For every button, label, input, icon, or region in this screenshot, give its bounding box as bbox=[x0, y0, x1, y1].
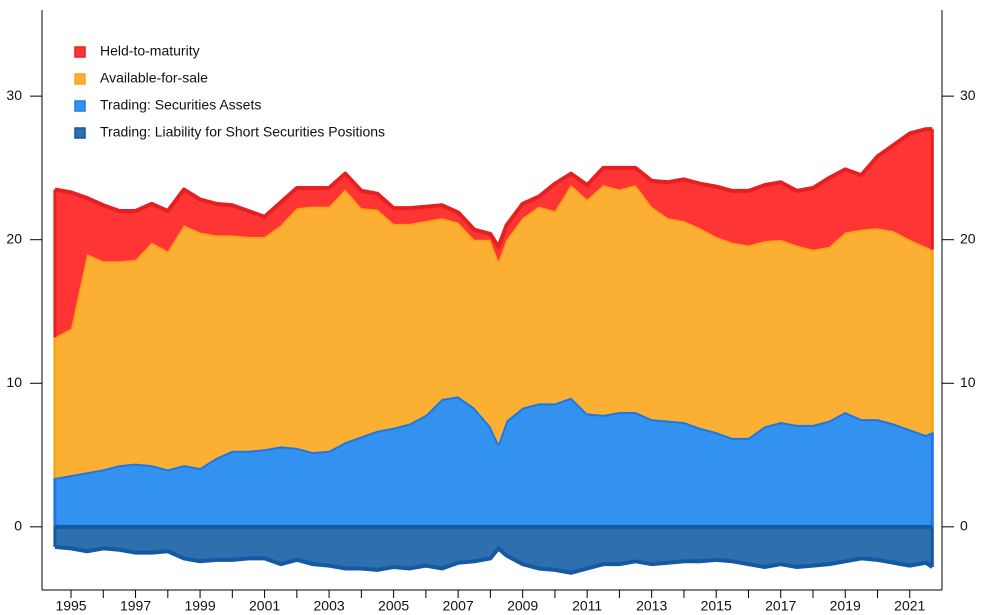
area-edge bbox=[54, 127, 933, 249]
y2-tick-label: 20 bbox=[960, 230, 976, 246]
legend-label: Held-to-maturity bbox=[100, 43, 200, 59]
area-side bbox=[53, 432, 934, 527]
x-tick-label: 2007 bbox=[443, 598, 474, 614]
y2-tick-label: 30 bbox=[960, 87, 976, 103]
y-tick-label: 30 bbox=[6, 87, 22, 103]
legend-swatch bbox=[74, 46, 86, 58]
y2-tick-label: 10 bbox=[960, 374, 976, 390]
legend-swatch bbox=[74, 100, 86, 112]
y-tick-label: 20 bbox=[6, 230, 22, 246]
x-tick-label: 1999 bbox=[184, 598, 215, 614]
legend-swatch bbox=[74, 73, 86, 85]
legend-label: Trading: Liability for Short Securities … bbox=[100, 124, 385, 140]
area-side bbox=[53, 249, 934, 479]
area-edge bbox=[54, 394, 934, 480]
x-tick-label: 2015 bbox=[701, 598, 732, 614]
x-tick-label: 2017 bbox=[765, 598, 796, 614]
legend-swatch bbox=[74, 127, 86, 139]
legend-label: Trading: Securities Assets bbox=[100, 97, 261, 113]
area bbox=[54, 185, 933, 479]
y-tick-label: 0 bbox=[14, 518, 22, 534]
legend-label: Available-for-sale bbox=[100, 70, 208, 86]
area-edge bbox=[54, 544, 934, 575]
y-tick-label: 10 bbox=[6, 374, 22, 390]
x-tick-label: 2005 bbox=[378, 598, 409, 614]
area-side bbox=[53, 526, 934, 568]
y2-tick-label: 0 bbox=[960, 518, 968, 534]
x-tick-label: 1995 bbox=[55, 598, 86, 614]
x-tick-label: 2021 bbox=[894, 598, 925, 614]
area-side bbox=[53, 129, 934, 338]
x-tick-label: 2011 bbox=[572, 598, 602, 614]
x-tick-label: 2009 bbox=[507, 598, 538, 614]
area bbox=[54, 129, 933, 338]
x-tick-label: 2003 bbox=[314, 598, 345, 614]
x-tick-label: 2001 bbox=[249, 598, 280, 614]
area bbox=[54, 396, 933, 527]
x-tick-label: 2019 bbox=[830, 598, 861, 614]
area-edge bbox=[53, 183, 934, 340]
x-tick-label: 1997 bbox=[120, 598, 151, 614]
x-tick-label: 2013 bbox=[636, 598, 667, 614]
